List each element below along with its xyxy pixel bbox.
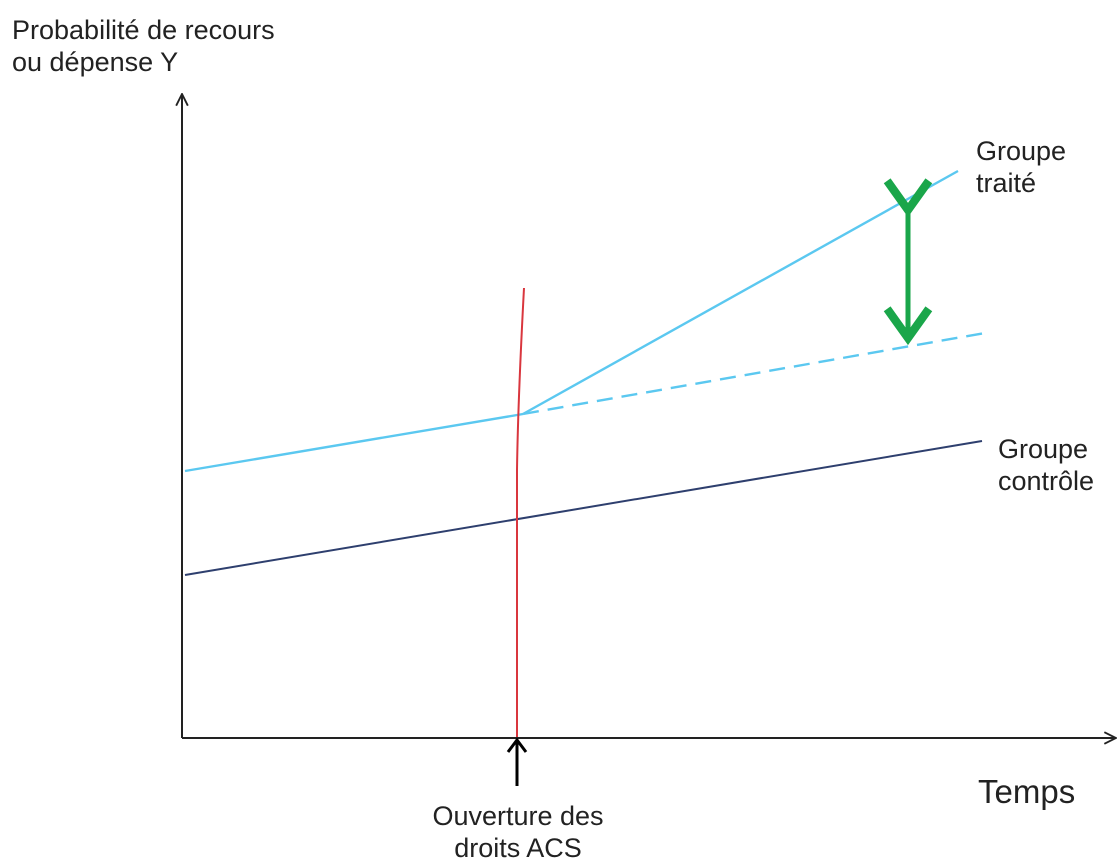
- control-label-line-2: contrôle: [998, 466, 1095, 497]
- arrow-up-icon: [506, 737, 528, 786]
- control-label-line-1: Groupe: [998, 434, 1089, 464]
- control-group-label: Groupe contrôle: [998, 433, 1094, 498]
- control-group-line: [184, 440, 983, 576]
- y-axis-label: Probabilité de recours ou dépense Y: [12, 14, 275, 79]
- treated-label-line-1: Groupe: [976, 136, 1067, 166]
- treatment-start-line: [516, 287, 525, 737]
- x-axis-label: Temps: [978, 773, 1076, 810]
- treatment-event-label: Ouverture des droits ACS: [408, 800, 628, 865]
- event-label-line-2: droits ACS: [454, 833, 582, 864]
- event-label-line-1: Ouverture des: [432, 801, 604, 831]
- y-axis-label-line-2: ou dépense Y: [12, 47, 179, 78]
- treated-label-line-2: traité: [976, 168, 1037, 199]
- treated-pre-line: [184, 412, 524, 473]
- treated-group-label: Groupe traité: [976, 135, 1066, 200]
- counterfactual-line: [522, 331, 986, 416]
- y-axis-label-line-1: Probabilité de recours: [12, 15, 275, 45]
- treated-post-line: [522, 169, 959, 416]
